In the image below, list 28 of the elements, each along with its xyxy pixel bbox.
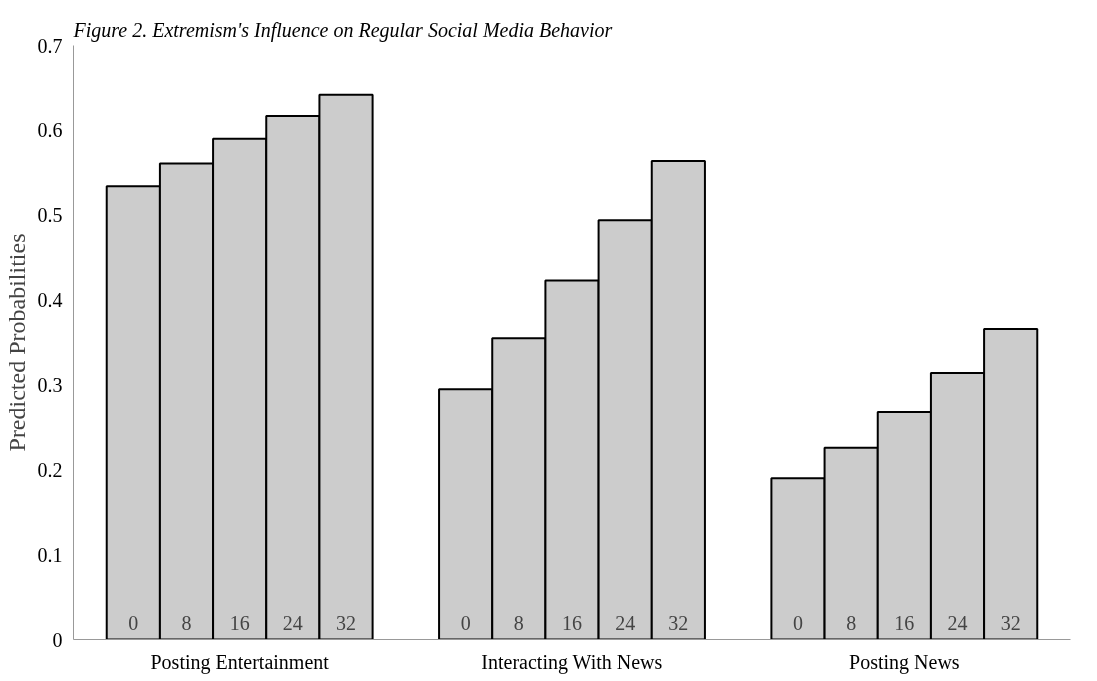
text: 24	[947, 611, 968, 634]
text: 32	[668, 611, 689, 634]
text: 0	[792, 611, 803, 634]
y-tick-label: 0.2	[37, 458, 63, 481]
y-tick-label: 0	[52, 628, 63, 651]
x-tick-label: Posting News	[849, 650, 960, 674]
y-tick-label: 0.6	[37, 119, 63, 142]
series-label: 24	[282, 611, 303, 634]
text: 8	[846, 611, 857, 634]
y-tick-label: 0.7	[37, 34, 63, 57]
y-tick-label: 0.5	[37, 204, 63, 227]
text: 0	[460, 611, 471, 634]
series-label: 8	[181, 611, 192, 634]
text: 24	[615, 611, 636, 634]
text: 16	[894, 611, 915, 634]
text: 32	[1000, 611, 1021, 634]
y-tick-label: 0.3	[37, 373, 63, 396]
series-label: 0	[128, 611, 139, 634]
x-tick-label: Interacting With News	[481, 650, 663, 674]
series-label: 16	[229, 611, 250, 634]
y-tick-label: 0.1	[37, 543, 63, 566]
text: 16	[562, 611, 582, 634]
chart-title: Figure 2. Extremism's Influence on Regular Social Media Behavior	[72, 18, 613, 42]
text: 8	[513, 611, 524, 634]
x-tick-label: Posting Entertainment	[150, 650, 330, 674]
series-label: 32	[336, 611, 357, 634]
y-axis-title: Predicted Probabilities	[3, 233, 30, 452]
y-tick-label: 0.4	[37, 289, 63, 312]
